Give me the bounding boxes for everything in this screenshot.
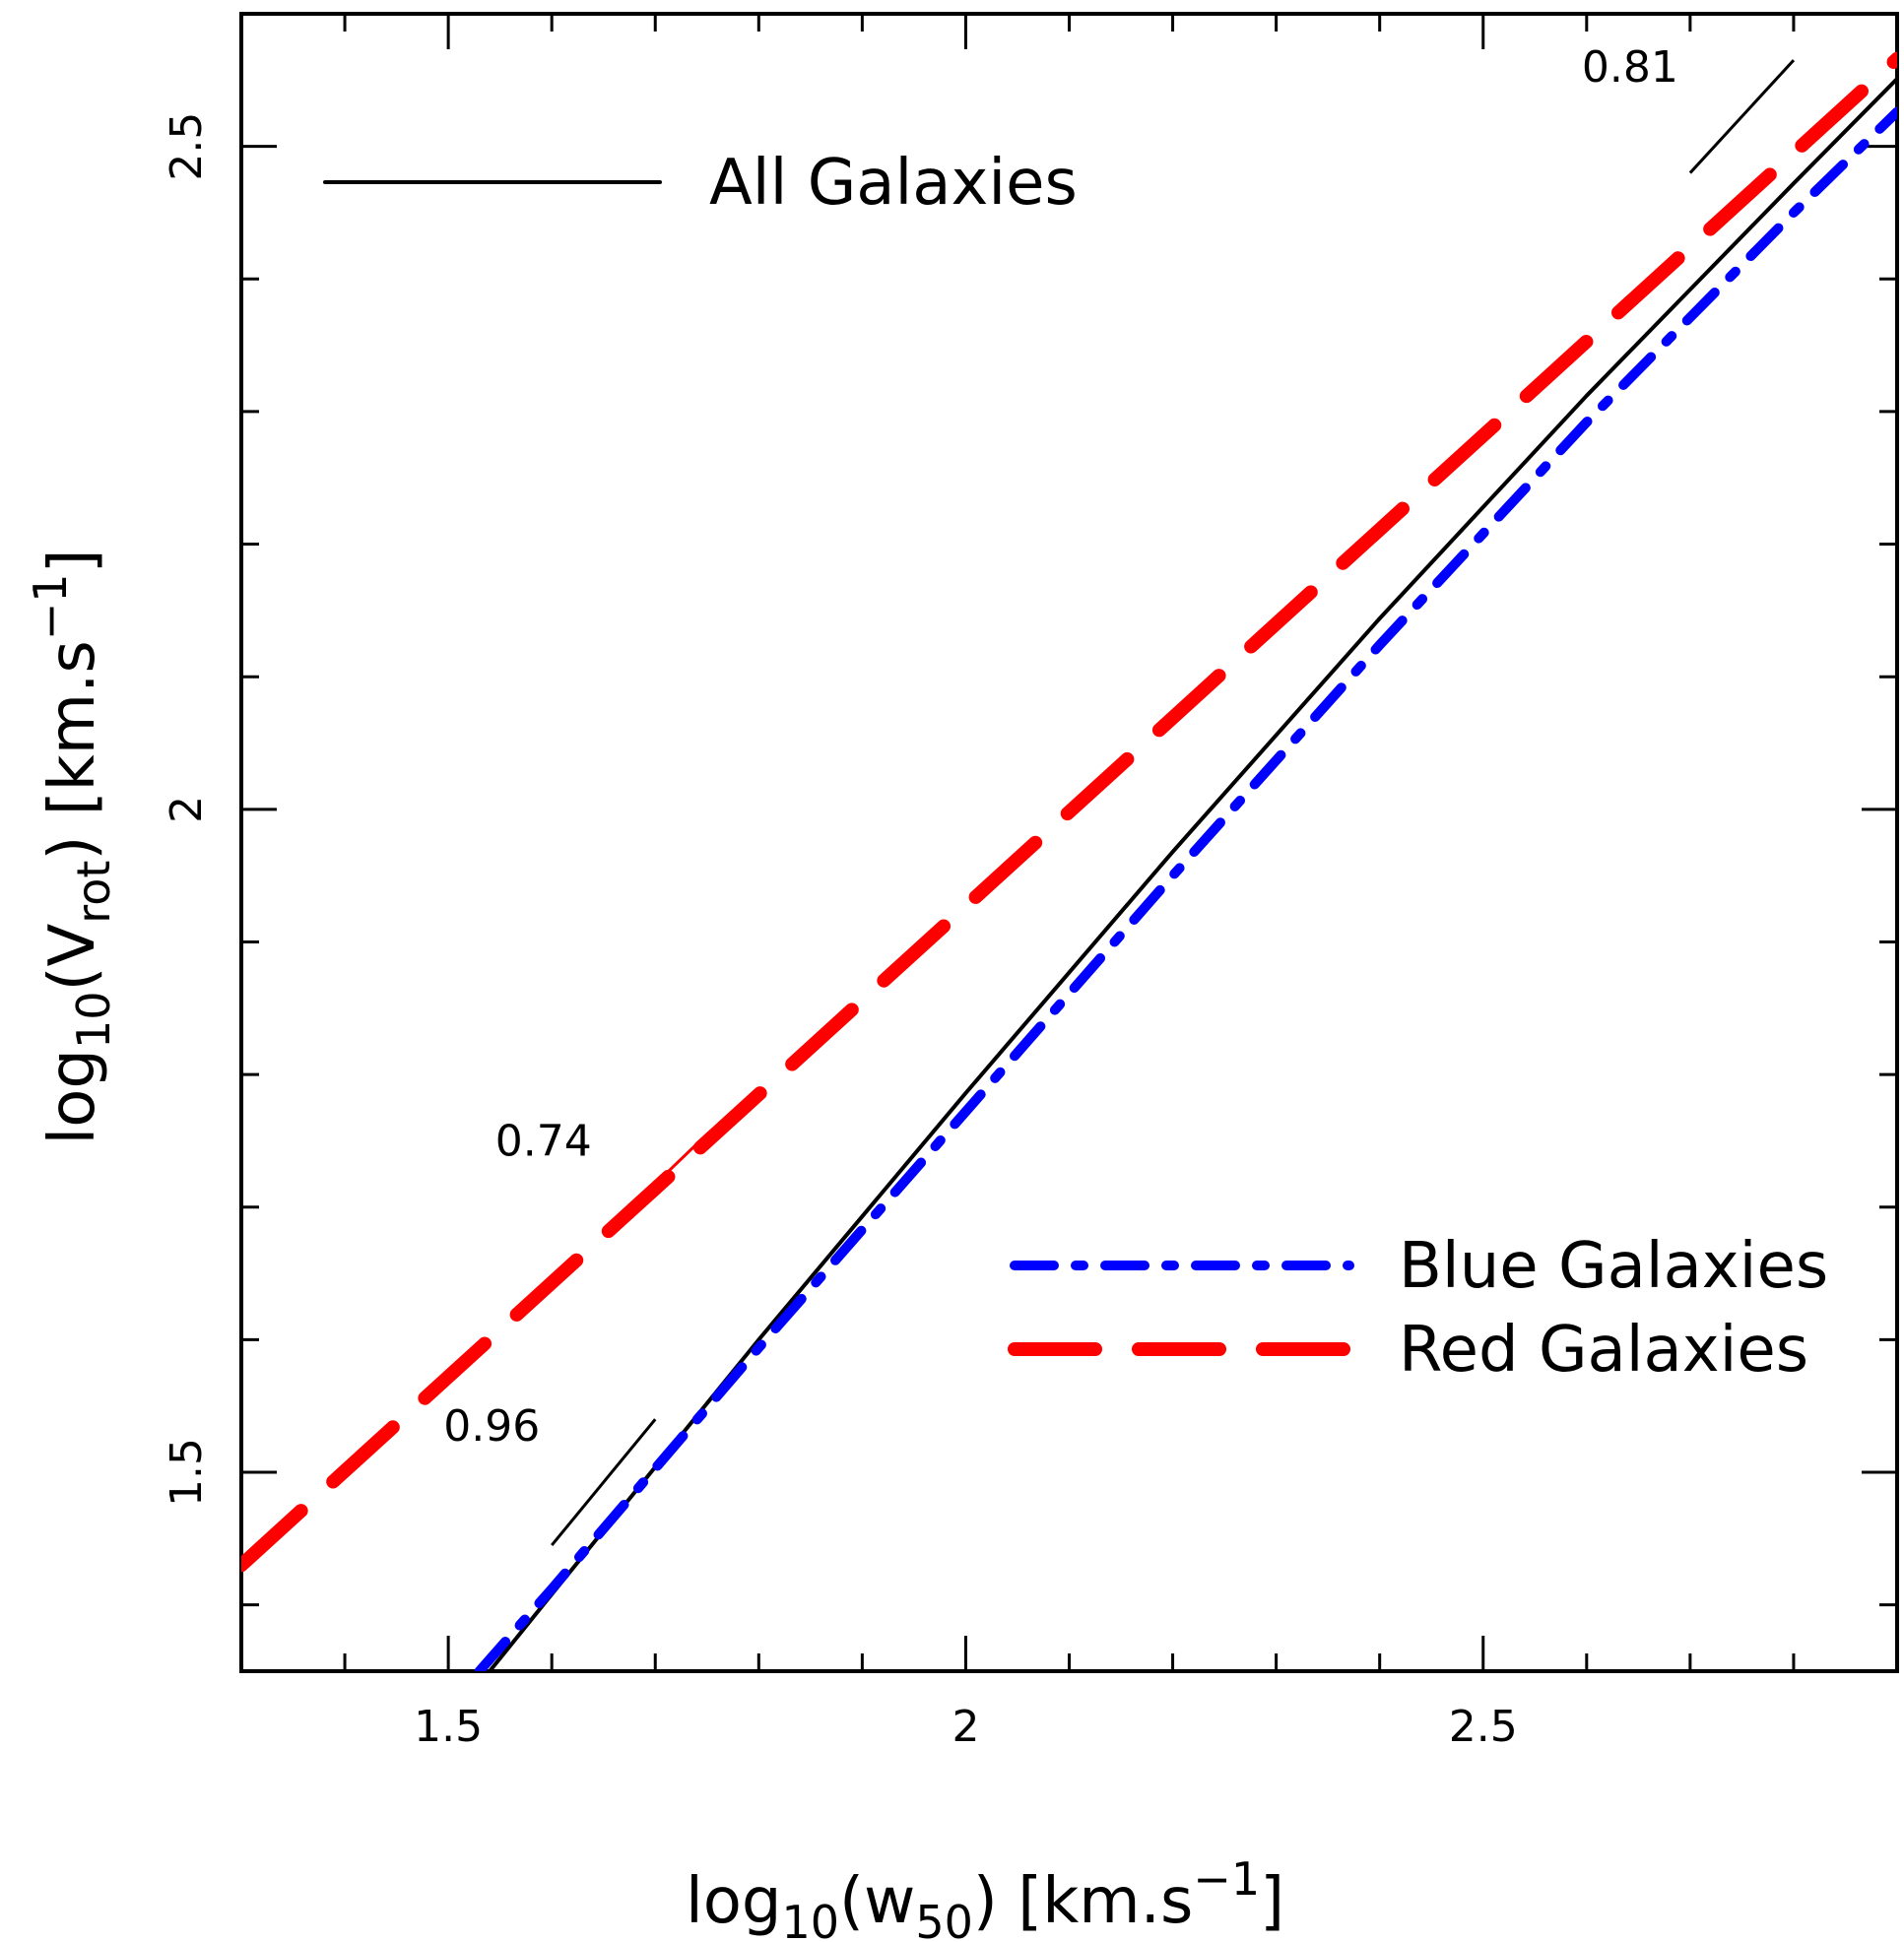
slope-label: 0.74 — [495, 1117, 592, 1167]
slope-line — [1688, 59, 1796, 174]
axis-ticks — [239, 12, 1899, 1671]
x-tick-label: 2 — [952, 1702, 979, 1752]
y-tick-label: 2.5 — [162, 112, 212, 181]
legend-label: All Galaxies — [709, 147, 1078, 220]
slope-annotations: 0.81 0.74 0.96 — [443, 42, 1796, 1547]
slope-line — [602, 1133, 708, 1235]
legend: All Galaxies Blue Galaxies Red Galaxies — [323, 147, 1828, 1387]
series-layer — [241, 51, 1897, 1671]
y-axis-label: log10(Vrot) [km.s−1] — [24, 549, 120, 1144]
series-red-galaxies — [241, 51, 1897, 1573]
series-blue-galaxies — [474, 106, 1897, 1671]
x-axis-label: log10(w50) [km.s−1] — [686, 1852, 1284, 1942]
x-tick-label: 1.5 — [414, 1702, 483, 1752]
y-tick-label: 2 — [162, 796, 212, 823]
slope-label: 0.96 — [443, 1401, 540, 1452]
y-tick-label: 1.5 — [162, 1438, 212, 1507]
x-tick-label: 2.5 — [1449, 1702, 1518, 1752]
slope-line — [551, 1418, 657, 1547]
axis-tick-labels: 1.5 2 2.5 1.5 2 2.5 — [162, 112, 1518, 1752]
slope-label: 0.81 — [1582, 42, 1678, 93]
legend-label: Red Galaxies — [1399, 1314, 1808, 1387]
legend-label: Blue Galaxies — [1399, 1230, 1828, 1303]
